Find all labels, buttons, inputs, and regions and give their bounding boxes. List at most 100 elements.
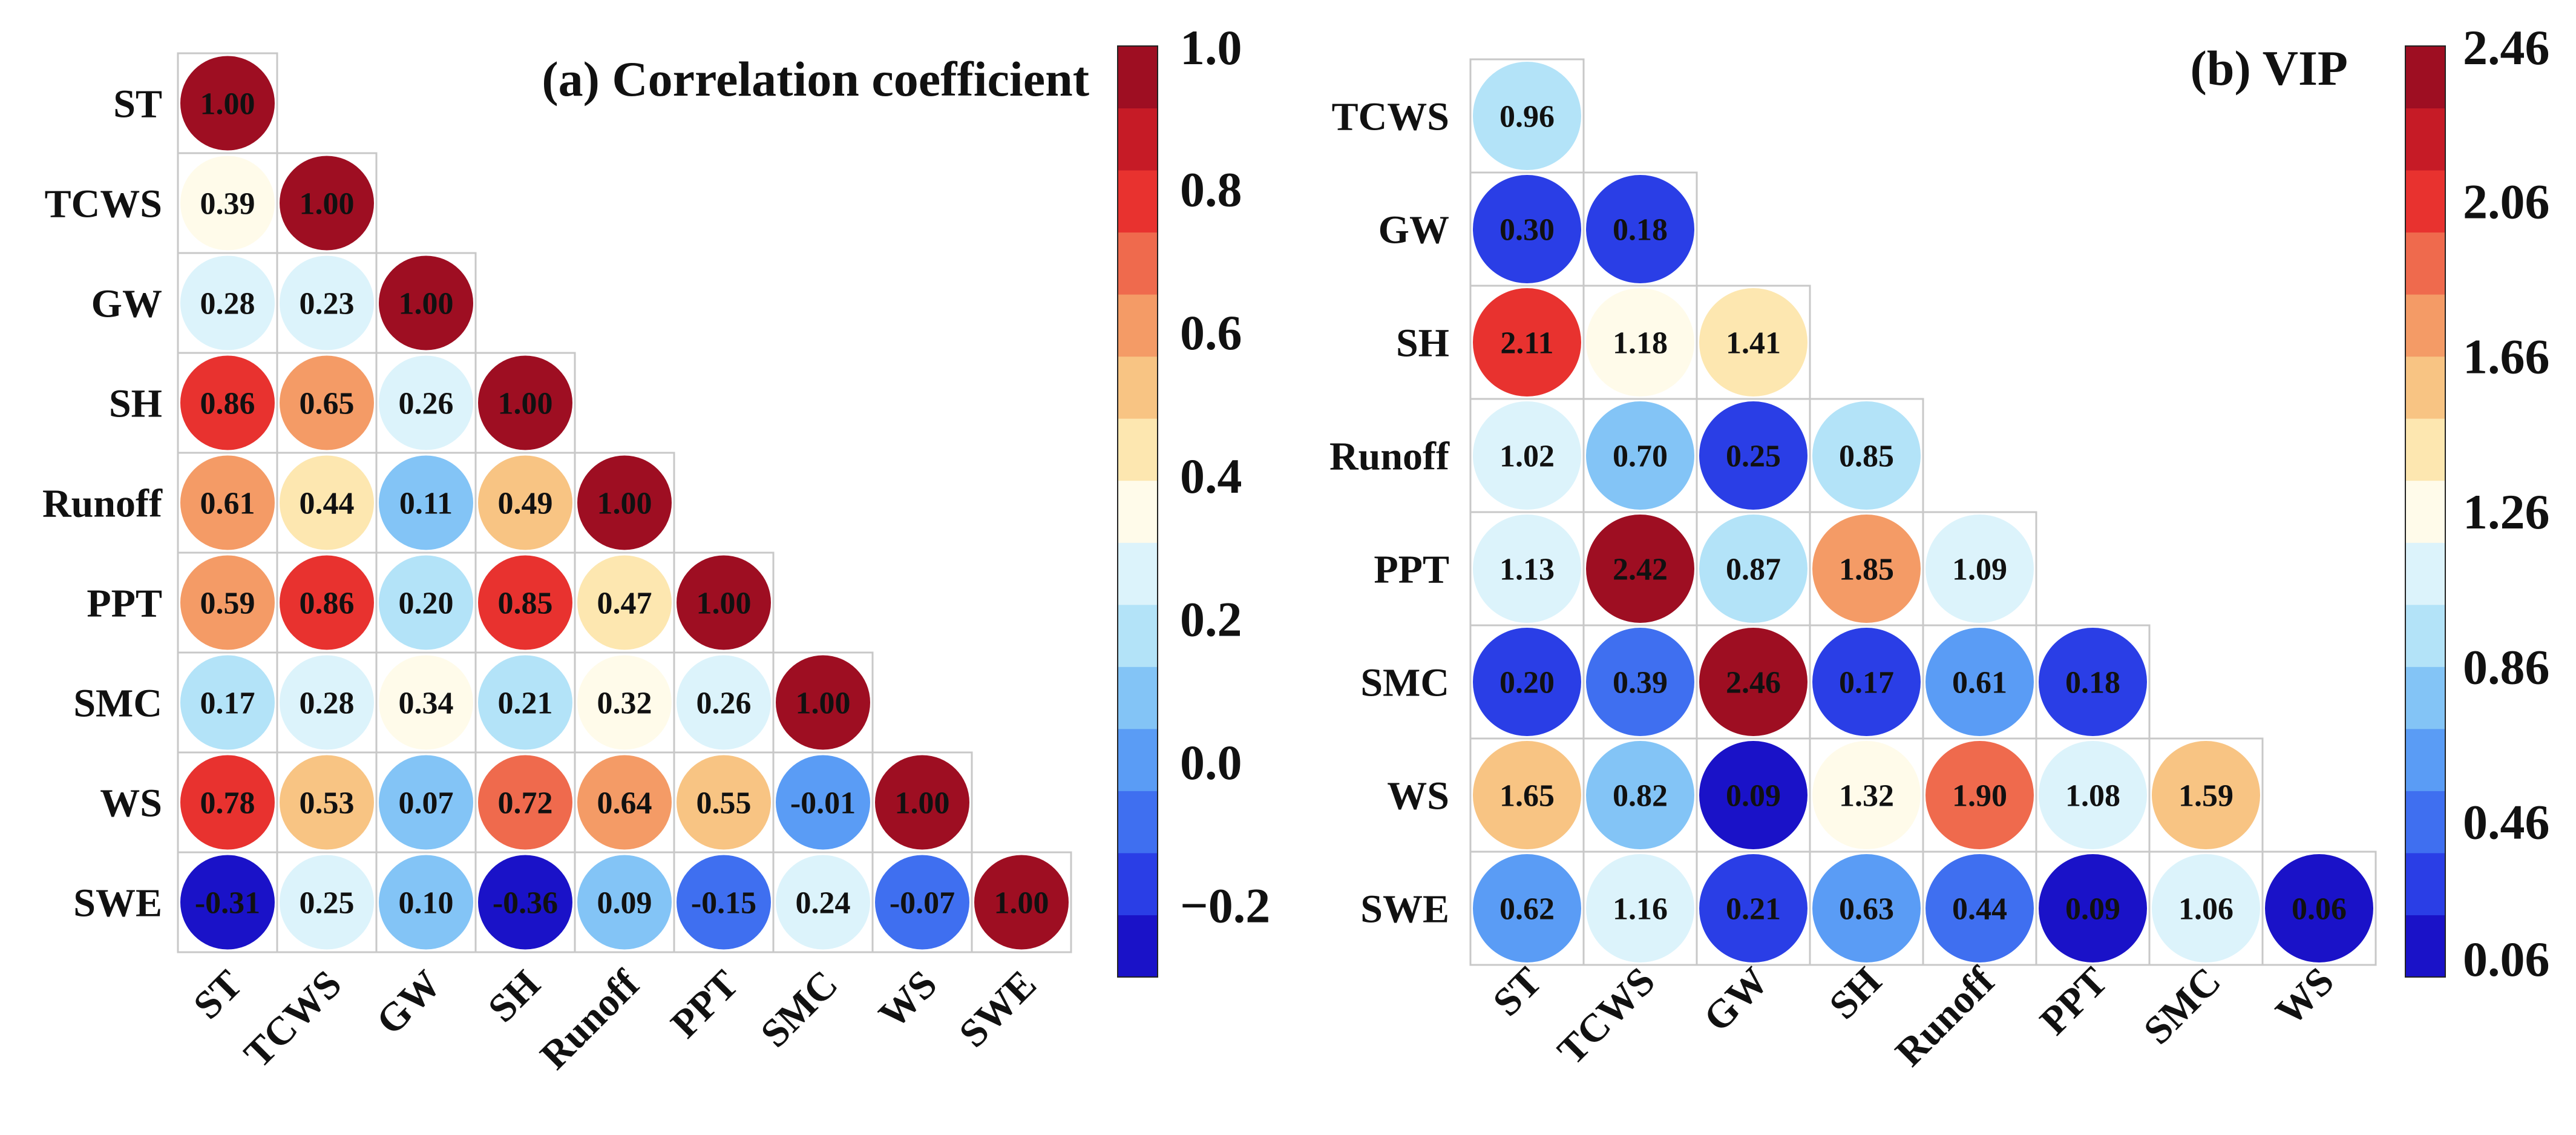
cell-value-label: 0.62 [1499,892,1555,927]
cell-sh-gw: 0.26 [375,352,477,454]
cell-value-label: 1.41 [1726,326,1781,361]
cell-value-label: 1.00 [796,686,851,721]
value-circle [1473,628,1581,736]
cell-smc-sh: 0.17 [1809,624,1924,740]
value-circle [1473,741,1581,849]
cell-value-label: 0.09 [1726,779,1781,814]
grid-square [2261,850,2377,966]
cell-value-label: -0.07 [890,886,955,921]
colorbar-frame [1117,45,1158,978]
cell-sh-st: 0.86 [177,352,278,454]
cell-runoff-tcws: 0.44 [276,452,378,554]
col-label-tcws: TCWS [1549,959,1663,1073]
value-circle [875,755,969,850]
cell-value-label: 1.02 [1499,439,1555,474]
cell-swe-gw: 0.21 [1696,850,1811,966]
value-circle [1699,854,1807,962]
value-circle [180,355,275,450]
cell-value-label: 0.85 [498,587,553,621]
value-circle [379,555,473,650]
value-circle [577,655,672,750]
cell-value-label: 0.72 [498,786,553,821]
cell-sh-sh: 1.00 [474,352,576,454]
value-circle [1473,401,1581,510]
colorbar-segment [1118,480,1158,543]
cell-value-label: 0.39 [200,187,255,222]
col-label-ws: WS [870,962,945,1037]
cell-value-label: 1.00 [399,287,454,321]
value-circle [1812,515,1921,623]
cell-st-st: 1.00 [177,52,278,154]
cell-value-label: 0.25 [300,886,355,921]
cell-value-label: 0.32 [597,686,652,721]
cell-ws-gw: 0.09 [1696,737,1811,853]
value-circle [577,455,672,550]
cell-value-label: 2.11 [1500,326,1553,361]
value-circle [180,755,275,850]
value-circle [1812,854,1921,962]
cell-ppt-sh: 1.85 [1809,511,1924,627]
cell-value-label: 1.59 [2178,779,2234,814]
col-label-runoff: Runoff [532,961,648,1077]
cell-ws-smc: -0.01 [772,751,874,854]
value-circle [1473,515,1581,623]
value-circle [478,755,572,850]
cell-value-label: 0.10 [399,886,454,921]
cell-runoff-sh: 0.49 [474,452,576,554]
colorbar-tick-label: 0.2 [1180,591,1242,646]
cell-value-label: 0.21 [1726,892,1781,927]
cell-ws-gw: 0.07 [375,751,477,854]
cell-value-label: 2.46 [1726,666,1781,700]
cell-value-label: 1.32 [1839,779,1894,814]
colorbar-tick-label: 1.26 [2463,484,2550,539]
row-label-runoff: Runoff [1329,435,1450,479]
cell-ws-ws: 1.00 [871,751,973,854]
value-circle [2039,854,2147,962]
value-circle [180,855,275,950]
cell-smc-st: 0.17 [177,651,278,754]
colorbar-segment [1118,108,1158,171]
colorbar-segment [2405,480,2445,543]
value-circle [1586,854,1694,962]
value-circle [280,855,374,950]
colorbar-segment [2405,46,2445,109]
colorbar-segment [2405,791,2445,854]
value-circle [1473,175,1581,283]
cell-value-label: 0.82 [1613,779,1668,814]
colorbar-segment [1118,294,1158,357]
cell-ws-runoff: 0.64 [574,751,675,854]
cell-value-label: 0.28 [200,287,255,321]
colorbar-tick-label: 0.0 [1180,735,1242,790]
cell-swe-ppt: 0.09 [2035,850,2151,966]
value-circle [180,255,275,350]
value-circle [1586,401,1694,510]
cell-sh-st: 2.11 [1469,285,1585,400]
value-circle [280,755,374,850]
cell-smc-gw: 0.34 [375,651,477,754]
cell-ws-ppt: 1.08 [2035,737,2151,853]
cell-value-label: 0.85 [1839,439,1894,474]
value-circle [577,855,672,950]
cell-value-label: 0.25 [1726,439,1781,474]
colorbar-segment [2405,666,2445,729]
cell-value-label: 1.00 [498,387,553,421]
value-circle [1699,401,1807,510]
cell-value-label: 1.00 [696,587,752,621]
colorbar-segment [1118,915,1158,978]
colorbar-segment [2405,170,2445,233]
cell-value-label: -0.31 [195,886,260,921]
cell-value-label: 0.07 [399,786,454,821]
cell-sh-tcws: 0.65 [276,352,378,454]
cell-value-label: 0.44 [300,487,355,521]
cell-value-label: 1.18 [1613,326,1668,361]
value-circle [280,655,374,750]
value-circle [478,355,572,450]
value-circle [1925,854,2034,962]
cell-ppt-tcws: 0.86 [276,551,378,654]
value-circle [1699,288,1807,396]
colorbar-segment [2405,232,2445,295]
cell-ppt-tcws: 2.42 [1582,511,1698,627]
value-circle [677,855,771,950]
value-circle [478,655,572,750]
colorbar-segment [1118,232,1158,295]
